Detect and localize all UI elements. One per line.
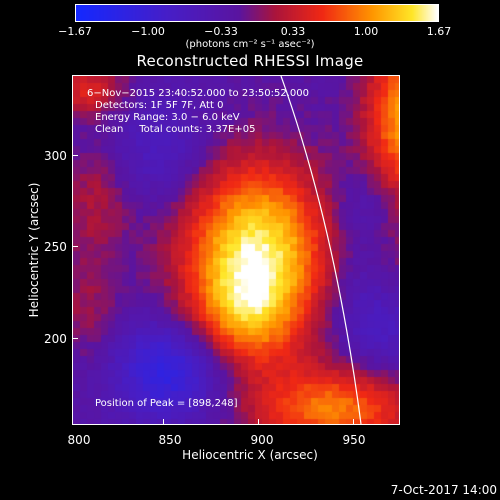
render-date: 7-Oct-2017 14:00 bbox=[390, 483, 497, 497]
rhessi-image bbox=[73, 76, 399, 424]
y-tick-label: 200 bbox=[44, 332, 67, 346]
image-plot-area: 6−Nov−2015 23:40:52.000 to 23:50:52.000 … bbox=[72, 75, 400, 425]
detectors-label: Detectors: 1F 5F 7F, Att 0 bbox=[95, 100, 224, 111]
colorbar-tick-label: 0.33 bbox=[280, 25, 306, 38]
x-tick-label: 950 bbox=[342, 433, 366, 447]
colorbar-tick-label: −1.67 bbox=[58, 25, 92, 38]
colorbar-tick-label: −1.00 bbox=[131, 25, 165, 38]
colorbar-tick-label: 1.67 bbox=[426, 25, 452, 38]
peak-position-label: Position of Peak = [898,248] bbox=[95, 398, 238, 409]
time-range-label: 6−Nov−2015 23:40:52.000 to 23:50:52.000 bbox=[87, 88, 310, 99]
colorbar bbox=[75, 4, 439, 22]
y-tick-label: 300 bbox=[44, 149, 67, 163]
solar-limb-curve bbox=[280, 76, 362, 424]
colorbar-units: (photons cm⁻² s⁻¹ asec⁻²) bbox=[185, 39, 315, 50]
plot-title: Reconstructed RHESSI Image bbox=[136, 52, 364, 70]
x-tick-label: 800 bbox=[67, 433, 91, 447]
energy-range-label: Energy Range: 3.0 − 6.0 keV bbox=[95, 112, 240, 123]
colorbar-tick-label: −0.33 bbox=[204, 25, 238, 38]
y-tick-label: 250 bbox=[44, 240, 67, 254]
x-tick-label: 850 bbox=[158, 433, 182, 447]
x-tick-label: 900 bbox=[250, 433, 274, 447]
colorbar-gradient bbox=[76, 5, 438, 21]
x-axis-label: Heliocentric X (arcsec) bbox=[182, 448, 318, 462]
y-axis-label: Heliocentric Y (arcsec) bbox=[27, 182, 41, 318]
clean-counts-label: Clean Total counts: 3.37E+05 bbox=[95, 124, 256, 135]
colorbar-tick-label: 1.00 bbox=[353, 25, 379, 38]
